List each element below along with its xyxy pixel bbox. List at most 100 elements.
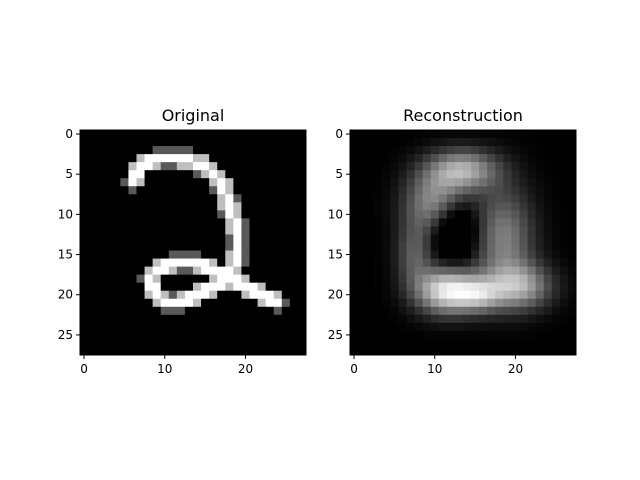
heatmap-cell	[503, 130, 512, 139]
heatmap-cell	[406, 314, 415, 324]
heatmap-cell	[225, 258, 234, 268]
heatmap-cell	[209, 298, 218, 308]
heatmap-cell	[446, 266, 456, 276]
heatmap-cell	[96, 290, 105, 300]
heatmap-cell	[503, 290, 512, 300]
heatmap-cell	[88, 194, 97, 203]
heatmap-cell	[152, 130, 162, 139]
heatmap-cell	[414, 290, 424, 300]
heatmap-cell	[265, 162, 275, 171]
heatmap-cell	[176, 330, 186, 340]
heatmap-cell	[217, 346, 226, 356]
heatmap-cell	[193, 202, 202, 211]
heatmap-cell	[551, 202, 561, 211]
heatmap-cell	[511, 178, 520, 187]
heatmap-cell	[495, 138, 504, 147]
heatmap-cell	[209, 242, 218, 251]
heatmap-cell	[438, 226, 448, 235]
heatmap-cell	[168, 130, 178, 139]
heatmap-cell	[519, 218, 528, 227]
heatmap-cell	[136, 130, 145, 139]
heatmap-cell	[249, 202, 258, 211]
heatmap-cell	[471, 146, 480, 155]
heatmap-cell	[422, 282, 432, 292]
heatmap-cell	[265, 346, 275, 356]
heatmap-cell	[543, 266, 553, 276]
heatmap-cell	[241, 186, 250, 195]
heatmap-cell	[136, 298, 145, 308]
heatmap-cell	[495, 282, 504, 292]
heatmap-cell	[543, 234, 553, 243]
heatmap-cell	[96, 226, 105, 235]
heatmap-cell	[225, 194, 234, 203]
heatmap-cell	[567, 258, 577, 268]
heatmap-cell	[398, 282, 407, 292]
heatmap-cell	[406, 330, 415, 340]
heatmap-cell	[503, 226, 512, 235]
heatmap-cell	[374, 154, 383, 163]
heatmap-cell	[168, 194, 178, 203]
heatmap-cell	[527, 298, 537, 308]
heatmap-cell	[128, 234, 137, 243]
heatmap-cell	[446, 322, 456, 332]
heatmap-cell	[297, 298, 307, 308]
heatmap-cell	[430, 258, 440, 268]
heatmap-cell	[390, 218, 399, 227]
heatmap-cell	[104, 202, 113, 211]
heatmap-cell	[152, 146, 162, 155]
heatmap-cell	[511, 218, 520, 227]
heatmap-cell	[88, 330, 97, 340]
heatmap-cell	[289, 242, 299, 251]
heatmap-cell	[289, 290, 299, 300]
heatmap-cell	[257, 234, 267, 243]
heatmap-cell	[503, 258, 512, 268]
heatmap-cell	[535, 274, 545, 284]
heatmap-cell	[495, 226, 504, 235]
heatmap-cell	[160, 290, 170, 300]
heatmap-cell	[551, 218, 561, 227]
heatmap-cell	[567, 242, 577, 251]
heatmap-cell	[374, 194, 383, 203]
heatmap-cell	[503, 298, 512, 308]
heatmap-cell	[152, 218, 162, 227]
heatmap-cell	[366, 138, 375, 147]
heatmap-cell	[503, 218, 512, 227]
heatmap-cell	[487, 266, 496, 276]
heatmap-cell	[430, 226, 440, 235]
heatmap-cell	[406, 322, 415, 332]
heatmap-cell	[96, 338, 105, 348]
heatmap-cell	[144, 218, 154, 227]
heatmap-cell	[446, 130, 456, 139]
heatmap-cell	[233, 290, 242, 300]
heatmap-cell	[249, 282, 258, 292]
heatmap-cell	[281, 250, 291, 259]
heatmap-cell	[559, 178, 569, 187]
heatmap-cell	[406, 266, 415, 276]
heatmap-cell	[430, 194, 440, 203]
heatmap-cell	[358, 258, 367, 268]
heatmap-cell	[567, 170, 577, 179]
heatmap-cell	[414, 338, 424, 348]
heatmap-cell	[567, 130, 577, 139]
heatmap-cell	[80, 202, 89, 211]
heatmap-cell	[265, 170, 275, 179]
heatmap-cell	[479, 138, 488, 147]
heatmap-cell	[503, 178, 512, 187]
heatmap-cell	[217, 178, 226, 187]
heatmap-cell	[96, 210, 105, 219]
heatmap-cell	[152, 330, 162, 340]
heatmap-cell	[487, 282, 496, 292]
heatmap-cell	[289, 258, 299, 268]
heatmap-cell	[128, 266, 137, 276]
heatmap-cell	[366, 258, 375, 268]
heatmap-cell	[390, 194, 399, 203]
heatmap-cell	[201, 178, 210, 187]
heatmap-cell	[160, 226, 170, 235]
heatmap-cell	[454, 266, 464, 276]
heatmap-cell	[495, 178, 504, 187]
heatmap-cell	[289, 330, 299, 340]
heatmap-cell	[406, 146, 415, 155]
heatmap-cell	[128, 194, 137, 203]
heatmap-cell	[503, 306, 512, 316]
